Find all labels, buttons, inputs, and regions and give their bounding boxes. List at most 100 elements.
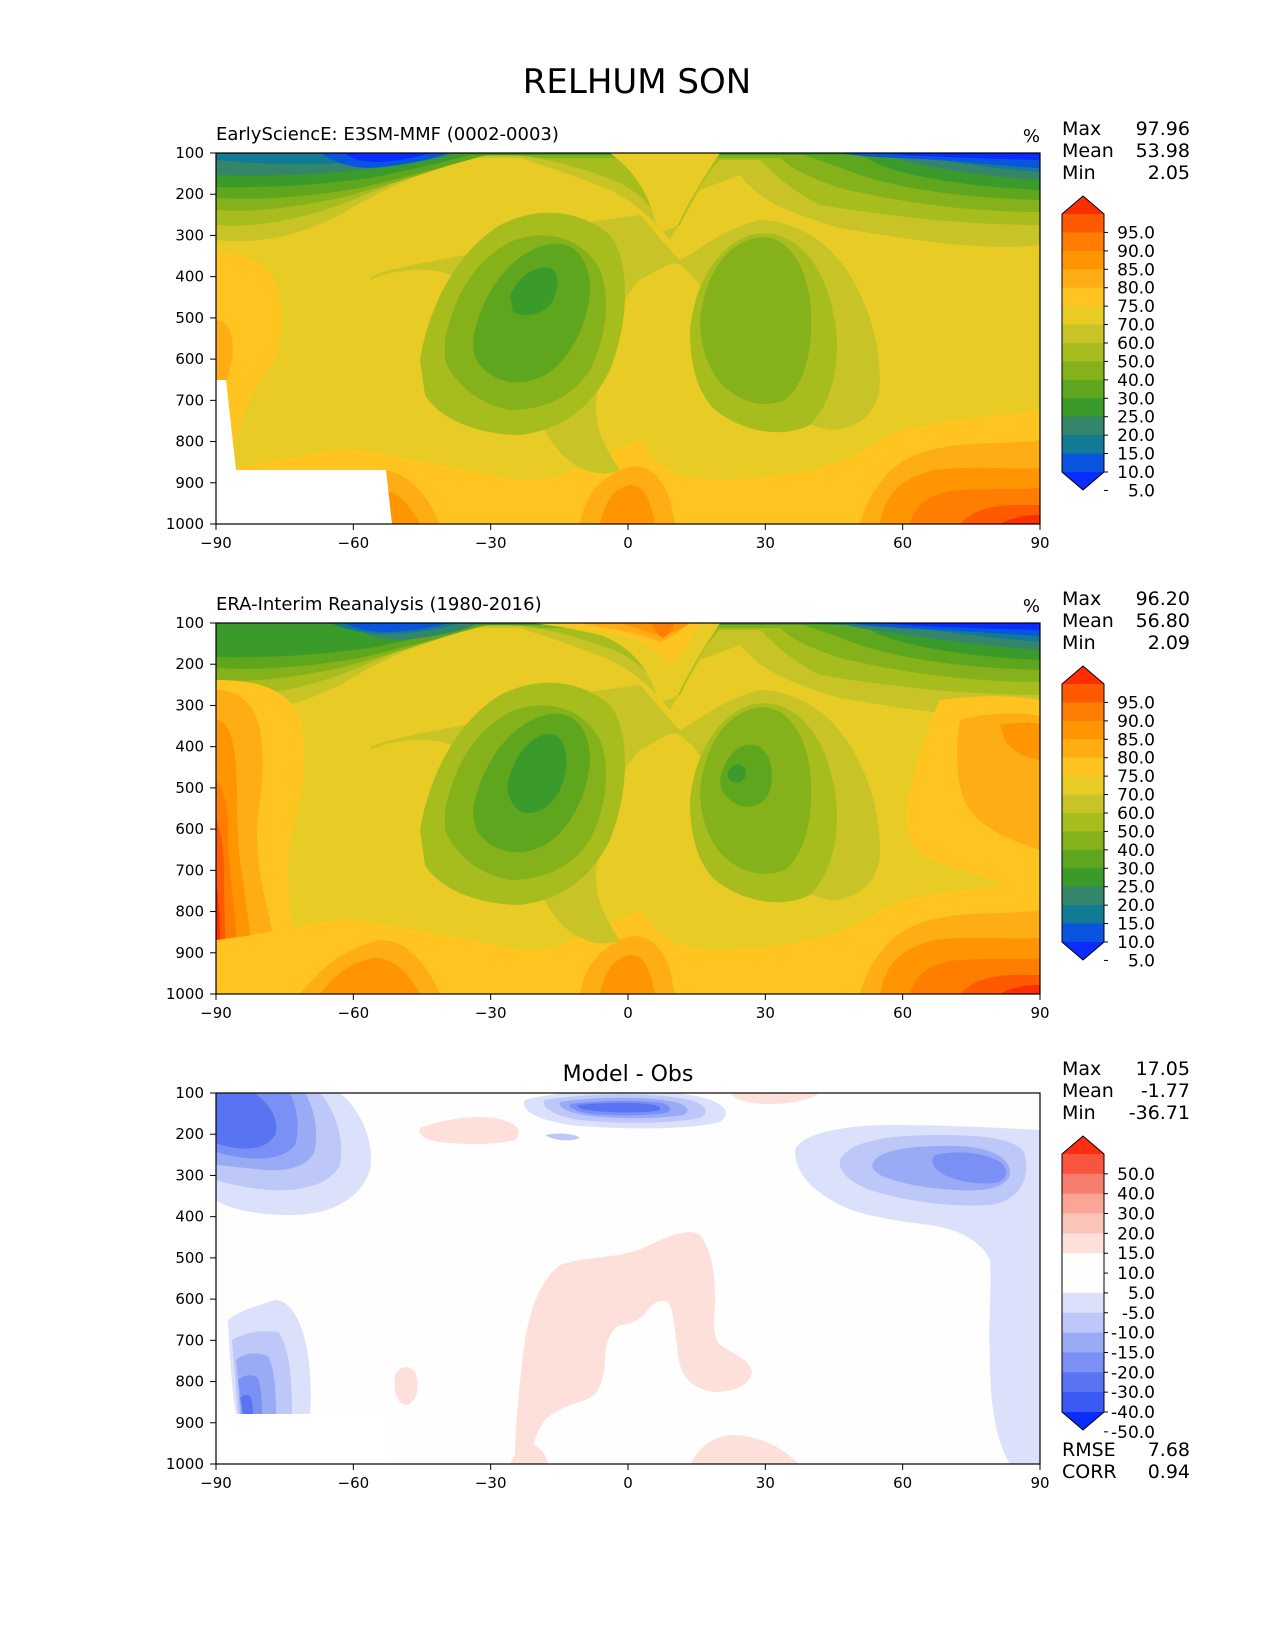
stat-value: 97.96 — [1136, 118, 1190, 140]
diff-stats: Max 17.05 Mean -1.77 Min -36.71 — [1062, 1058, 1190, 1124]
y-tick-label: 800 — [175, 903, 204, 921]
colorbar-segment — [1062, 453, 1104, 473]
colorbar-segment — [1062, 849, 1104, 869]
stat-label: Min — [1062, 1102, 1096, 1124]
y-tick-label: 1000 — [166, 515, 204, 533]
y-tick-label: 1000 — [166, 1455, 204, 1473]
colorbar-label: -30.0 — [1111, 1383, 1155, 1403]
y-tick-label: 500 — [175, 309, 204, 327]
colorbar-segment — [1062, 343, 1104, 362]
x-tick-label: 90 — [1030, 1004, 1049, 1022]
colorbar-label: 15.0 — [1117, 1244, 1155, 1264]
stat-value: 53.98 — [1136, 140, 1190, 162]
x-tick-label: −60 — [338, 534, 370, 552]
colorbar-extend-min — [1062, 942, 1104, 960]
colorbar-segment — [1062, 813, 1104, 832]
colorbar-segment — [1062, 1352, 1104, 1373]
colorbar-label: 25.0 — [1117, 408, 1155, 428]
diff-colorbar: 50.040.030.020.015.010.05.0-5.0-10.0-15.… — [1061, 1135, 1155, 1443]
colorbar-segment — [1062, 250, 1104, 270]
colorbar-segment — [1062, 739, 1104, 759]
y-tick-label: 700 — [175, 391, 204, 409]
y-tick-label: 700 — [175, 861, 204, 879]
y-tick-label: 300 — [175, 1166, 204, 1184]
obs-stats: Max 96.20 Mean 56.80 Min 2.09 — [1062, 588, 1190, 654]
colorbar-label: 95.0 — [1117, 693, 1155, 713]
colorbar-label: 30.0 — [1117, 389, 1155, 409]
colorbar-label: 60.0 — [1117, 804, 1155, 824]
diff-x-ticks: −90 −60 −30 0 30 60 90 — [200, 1464, 1050, 1492]
y-tick-label: 100 — [175, 144, 204, 162]
obs-panel-title: ERA-Interim Reanalysis (1980-2016) — [216, 594, 542, 615]
stat-label: CORR — [1062, 1461, 1117, 1483]
colorbar-segment — [1062, 398, 1104, 418]
stat-value: 2.09 — [1148, 632, 1190, 654]
model-panel-title: EarlySciencE: E3SM-MMF (0002-0003) — [216, 124, 559, 145]
stat-value: 96.20 — [1136, 588, 1190, 610]
x-tick-label: −90 — [200, 1474, 232, 1492]
y-tick-label: 800 — [175, 1373, 204, 1391]
stat-value: -36.71 — [1129, 1102, 1190, 1124]
y-tick-label: 400 — [175, 268, 204, 286]
x-tick-label: −60 — [338, 1474, 370, 1492]
obs-colorbar: 95.090.085.080.075.070.060.050.040.030.0… — [1061, 665, 1155, 971]
colorbar-segment — [1062, 287, 1104, 307]
y-tick-label: 200 — [175, 185, 204, 203]
y-tick-label: 300 — [175, 696, 204, 714]
colorbar-segment — [1062, 1392, 1104, 1413]
colorbar-label: 50.0 — [1117, 822, 1155, 842]
panel-model: EarlySciencE: E3SM-MMF (0002-0003) % Max… — [166, 118, 1190, 552]
colorbar-segment — [1062, 1233, 1104, 1254]
colorbar-segment — [1062, 923, 1104, 943]
x-tick-label: 90 — [1030, 1474, 1049, 1492]
colorbar-segment — [1062, 214, 1104, 233]
colorbar-segment — [1062, 1332, 1104, 1353]
stat-value: 7.68 — [1148, 1439, 1190, 1461]
colorbar-segment — [1062, 379, 1104, 399]
diff-contour-field — [216, 1093, 1040, 1464]
colorbar-label: 60.0 — [1117, 334, 1155, 354]
colorbar-label: -40.0 — [1111, 1403, 1155, 1423]
x-tick-label: 30 — [756, 1004, 775, 1022]
colorbar-label: 30.0 — [1117, 859, 1155, 879]
colorbar-label: 25.0 — [1117, 878, 1155, 898]
obs-x-ticks: −90 −60 −30 0 30 60 90 — [200, 994, 1050, 1022]
x-tick-label: 0 — [623, 1004, 633, 1022]
colorbar-label: 40.0 — [1117, 841, 1155, 861]
stat-value: 2.05 — [1148, 162, 1190, 184]
model-y-ticks: 100 200 300 400 500 600 700 800 900 1000 — [166, 144, 216, 533]
colorbar-label: 90.0 — [1117, 712, 1155, 732]
colorbar-label: 20.0 — [1117, 426, 1155, 446]
colorbar-segment — [1062, 306, 1104, 326]
colorbar-segment — [1062, 1273, 1104, 1294]
y-tick-label: 900 — [175, 944, 204, 962]
colorbar-label: 20.0 — [1117, 1224, 1155, 1244]
stat-value: 56.80 — [1136, 610, 1190, 632]
x-tick-label: −60 — [338, 1004, 370, 1022]
stat-label: Mean — [1062, 610, 1114, 632]
colorbar-segment — [1062, 324, 1104, 344]
stat-label: Min — [1062, 162, 1096, 184]
colorbar-segment — [1062, 361, 1104, 381]
y-tick-label: 800 — [175, 433, 204, 451]
colorbar-extend-max — [1062, 1136, 1104, 1154]
colorbar-segment — [1062, 1154, 1104, 1175]
colorbar-segment — [1062, 1253, 1104, 1274]
colorbar-segment — [1062, 831, 1104, 851]
y-tick-label: 200 — [175, 1125, 204, 1143]
colorbar-label: 90.0 — [1117, 242, 1155, 262]
stat-label: Mean — [1062, 140, 1114, 162]
y-tick-label: 400 — [175, 1208, 204, 1226]
colorbar-segment — [1062, 720, 1104, 740]
colorbar-label: 15.0 — [1117, 445, 1155, 465]
colorbar-segment — [1062, 702, 1104, 722]
colorbar-label: 50.0 — [1117, 1165, 1155, 1185]
x-tick-label: −30 — [475, 534, 507, 552]
colorbar-label: 10.0 — [1117, 1264, 1155, 1284]
colorbar-label: 85.0 — [1117, 260, 1155, 280]
colorbar-label: 40.0 — [1117, 1185, 1155, 1205]
x-tick-label: −90 — [200, 1004, 232, 1022]
colorbar-label: 20.0 — [1117, 896, 1155, 916]
stat-label: Mean — [1062, 1080, 1114, 1102]
